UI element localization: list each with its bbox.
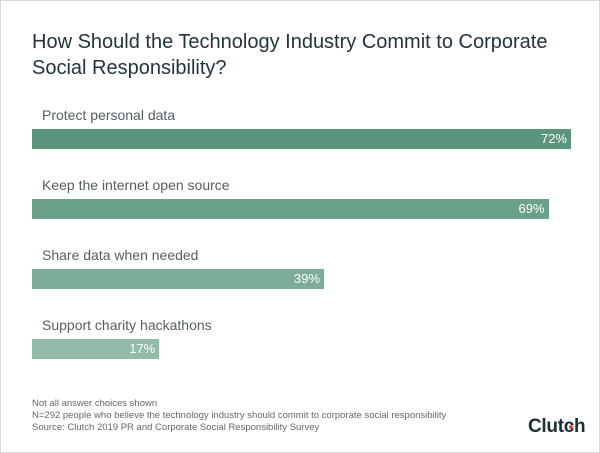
footnote: Source: Clutch 2019 PR and Corporate Soc… [32, 422, 320, 433]
value-label: 72% [540, 131, 567, 146]
value-label: 39% [293, 271, 320, 286]
bar: 17% [32, 339, 160, 359]
footnotes: Not all answer choices shown N=292 peopl… [32, 398, 446, 434]
bar: 69% [32, 199, 549, 219]
category-label: Protect personal data [42, 107, 176, 123]
category-label: Keep the internet open source [42, 177, 230, 193]
category-label: Support charity hackathons [42, 317, 212, 333]
category-label: Share data when needed [42, 247, 199, 263]
bar: 39% [32, 269, 324, 289]
footnote: N=292 people who believe the technology … [32, 410, 447, 421]
bar: 72% [32, 129, 571, 149]
clutch-logo: Clutch [528, 416, 586, 437]
footnote: Not all answer choices shown [32, 398, 158, 409]
chart-title: How Should the Technology Industry Commi… [32, 31, 548, 79]
value-label: 17% [129, 341, 156, 356]
value-label: 69% [518, 201, 545, 216]
